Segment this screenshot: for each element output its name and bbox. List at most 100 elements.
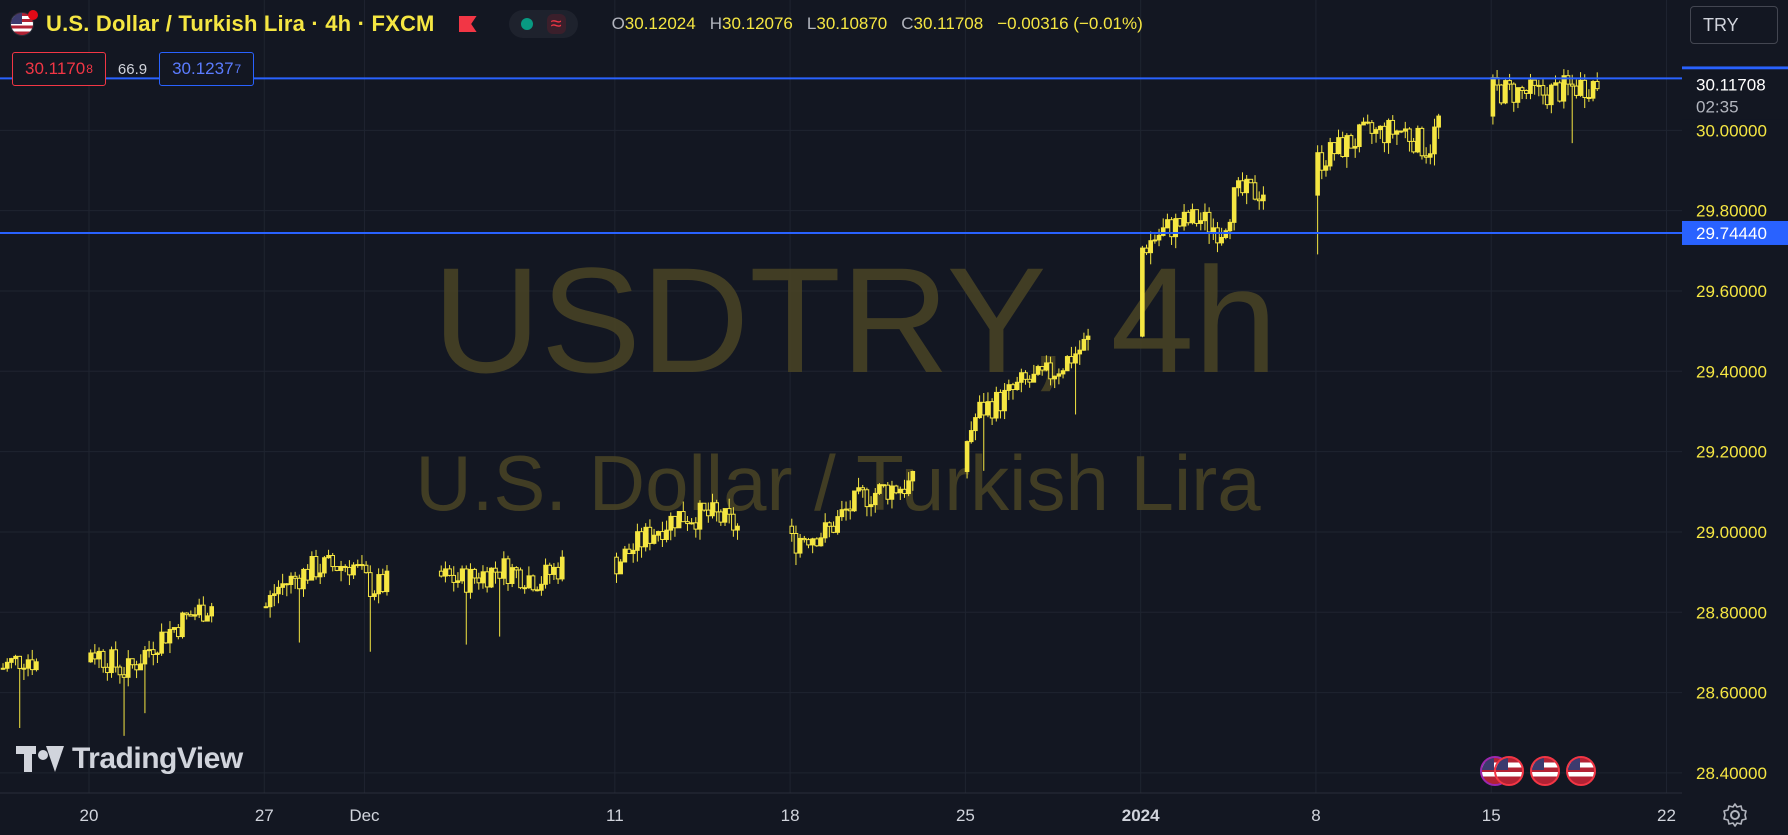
time-tick-label: 18 (781, 806, 800, 825)
candle-body (447, 568, 452, 576)
candle-body (1056, 373, 1062, 377)
candle-body (301, 568, 306, 590)
candle-body (1507, 80, 1512, 85)
sell-button[interactable]: 30.1170 8 (12, 52, 106, 86)
candle-body (372, 593, 377, 597)
candle-body (989, 401, 995, 419)
candle-body (184, 612, 189, 616)
candle-body (1390, 119, 1396, 135)
candle-body (1248, 178, 1254, 184)
candle-body (380, 574, 386, 593)
candle-body (472, 568, 477, 579)
candle-body (543, 564, 548, 585)
candle-body (209, 606, 214, 617)
candle-body (843, 508, 849, 511)
candle-body (1565, 75, 1571, 85)
market-status-pill[interactable]: ≈ (508, 10, 578, 38)
candle-body (1323, 165, 1329, 171)
candle-body (1194, 209, 1199, 224)
horizontal-lines (0, 77, 1682, 234)
candle-body (1044, 362, 1049, 371)
candle-body (4, 661, 10, 669)
candle-body (1002, 389, 1007, 412)
candle-body (155, 652, 160, 655)
candle-body (1202, 211, 1208, 222)
candle-body (643, 526, 649, 548)
candle-body (831, 525, 836, 533)
candle-body (463, 568, 469, 593)
candle-body (697, 502, 703, 530)
candle-body (1515, 87, 1521, 103)
candle-body (1198, 220, 1204, 224)
candle-body (1415, 127, 1421, 153)
candle-body (547, 564, 553, 575)
candle-body (1503, 80, 1508, 104)
candle-body (355, 564, 361, 567)
candle-body (1423, 155, 1429, 158)
us-flag-event-icon[interactable] (1494, 756, 1524, 786)
candle-body (1152, 239, 1158, 242)
chart-watermark: USDTRY, 4h U.S. Dollar / Turkish Lira (415, 236, 1277, 527)
candle-body (138, 663, 144, 671)
candle-body (626, 548, 632, 555)
candle-body (305, 568, 310, 581)
candle-body (810, 538, 815, 546)
candle-body (146, 649, 152, 652)
flag-icon[interactable] (458, 16, 477, 32)
candle-body (1519, 87, 1525, 91)
symbol-title[interactable]: U.S. Dollar / Turkish Lira · 4h · FXCM (46, 11, 435, 36)
candle-body (1398, 130, 1404, 133)
candle-body (1352, 146, 1358, 149)
candle-body (630, 549, 636, 555)
candle-body (1436, 115, 1441, 128)
candle-body (1240, 180, 1245, 194)
economic-events (1480, 756, 1596, 786)
candle-body (484, 571, 490, 588)
candle-body (910, 470, 916, 482)
candle-body (263, 606, 269, 609)
candle-body (288, 575, 294, 585)
candle-body (1010, 384, 1016, 391)
candle-body (555, 566, 561, 580)
candle-body (159, 631, 164, 654)
candle-body (872, 492, 878, 506)
candle-body (1386, 119, 1391, 144)
tradingview-logo-icon[interactable]: TradingView (16, 742, 243, 776)
price-tick-label: 28.80000 (1696, 603, 1767, 622)
candle-body (100, 650, 106, 668)
candle-body (342, 565, 348, 568)
candle-body (1582, 79, 1588, 99)
candle-body (25, 659, 31, 669)
candle-body (150, 649, 156, 655)
candle-body (497, 571, 502, 579)
candle-body (1073, 353, 1078, 364)
candle-body (1411, 140, 1416, 153)
us-flag-event-icon[interactable] (1530, 756, 1560, 786)
candle-body (522, 587, 527, 590)
candle-body (534, 589, 540, 592)
candle-body (827, 522, 832, 527)
candle-body (1169, 219, 1174, 238)
time-tick-label: 25 (956, 806, 975, 825)
change-value: −0.00316 (−0.01%) (997, 14, 1143, 33)
candle-body (668, 515, 674, 531)
currency-button[interactable]: TRY (1690, 6, 1778, 44)
low-value: 30.10870 (816, 14, 888, 33)
candle-body (1340, 137, 1345, 158)
candle-body (622, 548, 628, 563)
candle-body (1578, 79, 1583, 96)
candle-body (964, 441, 970, 472)
gear-icon[interactable] (1722, 802, 1748, 828)
candle-body (9, 658, 14, 663)
candle-body (1165, 219, 1170, 229)
candle-body (998, 391, 1003, 412)
price-axis-background (1682, 0, 1788, 835)
buy-button[interactable]: 30.1237 7 (159, 52, 255, 86)
us-flag-event-icon[interactable] (1566, 756, 1596, 786)
candle-body (313, 556, 319, 578)
price-tick-label: 29.20000 (1696, 443, 1767, 462)
candle-body (655, 531, 661, 536)
candle-body (376, 574, 381, 595)
candle-body (559, 556, 565, 580)
